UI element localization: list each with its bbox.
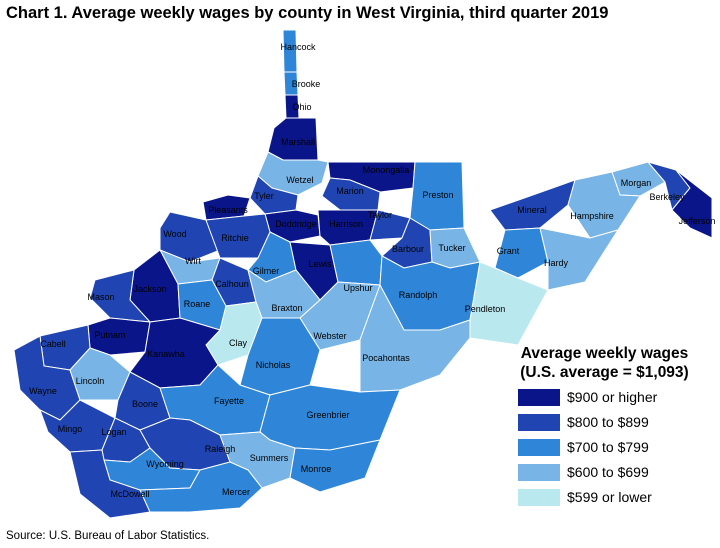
county-label-marion: Marion — [336, 186, 364, 196]
legend-swatch — [517, 487, 561, 507]
county-label-tyler: Tyler — [254, 191, 274, 201]
county-region-monroe — [289, 439, 381, 493]
legend-item-599-or-lower: $599 or lower — [517, 487, 712, 507]
legend-item-900-or-higher: $900 or higher — [517, 387, 712, 407]
county-label-doddridge: Doddridge — [275, 219, 317, 229]
county-label-jefferson: Jefferson — [679, 216, 716, 226]
county-label-marshall: Marshall — [281, 137, 315, 147]
county-label-gilmer: Gilmer — [253, 266, 280, 276]
county-label-brooke: Brooke — [292, 79, 321, 89]
county-label-braxton: Braxton — [271, 303, 302, 313]
legend-swatch — [517, 437, 561, 457]
county-label-cabell: Cabell — [40, 339, 66, 349]
county-label-wood: Wood — [163, 229, 186, 239]
county-label-mercer: Mercer — [222, 487, 250, 497]
county-region-pleasants — [202, 194, 251, 221]
county-label-fayette: Fayette — [214, 396, 244, 406]
county-label-hampshire: Hampshire — [570, 211, 614, 221]
county-label-monroe: Monroe — [301, 464, 332, 474]
county-region-grant — [494, 227, 549, 279]
county-region-jefferson — [671, 169, 713, 239]
legend-title-line1: Average weekly wages — [520, 345, 689, 362]
legend-swatch — [517, 462, 561, 482]
legend-swatch — [517, 412, 561, 432]
county-label-ohio: Ohio — [292, 102, 311, 112]
source-note: Source: U.S. Bureau of Labor Statistics. — [6, 530, 210, 542]
legend-title-line2: (U.S. average = $1,093) — [520, 364, 689, 381]
county-label-preston: Preston — [422, 190, 453, 200]
county-label-raleigh: Raleigh — [205, 444, 236, 454]
county-label-greenbrier: Greenbrier — [306, 410, 349, 420]
county-label-monongalia: Monongalia — [363, 165, 410, 175]
county-region-upshur — [329, 239, 383, 286]
legend-item-700-to-799: $700 to $799 — [517, 437, 712, 457]
county-label-jackson: Jackson — [133, 284, 166, 294]
county-label-pleasants: Pleasants — [208, 205, 248, 215]
county-label-webster: Webster — [313, 331, 346, 341]
legend-item-600-to-699: $600 to $699 — [517, 462, 712, 482]
county-label-nicholas: Nicholas — [256, 360, 291, 370]
legend-label: $600 to $699 — [567, 464, 649, 480]
legend-label: $900 or higher — [567, 389, 658, 405]
county-label-hancock: Hancock — [280, 42, 316, 52]
county-label-mineral: Mineral — [517, 205, 547, 215]
county-region-pocahontas — [359, 283, 471, 393]
county-label-upshur: Upshur — [343, 283, 372, 293]
county-region-hardy — [539, 227, 620, 291]
legend-label: $800 to $899 — [567, 414, 649, 430]
county-label-mcdowell: McDowell — [110, 489, 149, 499]
county-label-wyoming: Wyoming — [146, 459, 183, 469]
county-label-roane: Roane — [184, 299, 211, 309]
county-label-pendleton: Pendleton — [465, 304, 506, 314]
county-label-harrison: Harrison — [329, 219, 363, 229]
county-label-wayne: Wayne — [29, 386, 57, 396]
county-label-ritchie: Ritchie — [221, 233, 249, 243]
county-label-kanawha: Kanawha — [147, 349, 185, 359]
legend-item-800-to-899: $800 to $899 — [517, 412, 712, 432]
county-label-wirt: Wirt — [185, 256, 201, 266]
legend-title: Average weekly wages (U.S. average = $1,… — [497, 344, 712, 382]
county-label-hardy: Hardy — [544, 258, 569, 268]
county-label-logan: Logan — [101, 427, 126, 437]
county-label-wetzel: Wetzel — [286, 175, 313, 185]
county-label-pocahontas: Pocahontas — [362, 353, 410, 363]
county-label-summers: Summers — [250, 453, 289, 463]
county-label-putnam: Putnam — [94, 330, 125, 340]
county-label-lewis: Lewis — [308, 259, 332, 269]
legend-label: $599 or lower — [567, 489, 652, 505]
county-label-taylor: Taylor — [368, 210, 392, 220]
county-label-lincoln: Lincoln — [76, 376, 105, 386]
county-region-mercer — [139, 461, 263, 513]
county-label-barbour: Barbour — [392, 244, 424, 254]
county-label-mingo: Mingo — [58, 424, 83, 434]
legend-swatch — [517, 387, 561, 407]
county-label-berkeley: Berkeley — [649, 192, 685, 202]
chart-title: Chart 1. Average weekly wages by county … — [6, 4, 609, 22]
legend: Average weekly wages (U.S. average = $1,… — [497, 344, 712, 507]
county-label-morgan: Morgan — [621, 178, 652, 188]
legend-label: $700 to $799 — [567, 439, 649, 455]
county-label-mason: Mason — [87, 292, 114, 302]
county-label-calhoun: Calhoun — [215, 279, 249, 289]
county-label-boone: Boone — [132, 399, 158, 409]
county-label-clay: Clay — [229, 338, 248, 348]
county-label-grant: Grant — [497, 246, 520, 256]
county-label-randolph: Randolph — [399, 290, 438, 300]
county-label-tucker: Tucker — [438, 243, 465, 253]
